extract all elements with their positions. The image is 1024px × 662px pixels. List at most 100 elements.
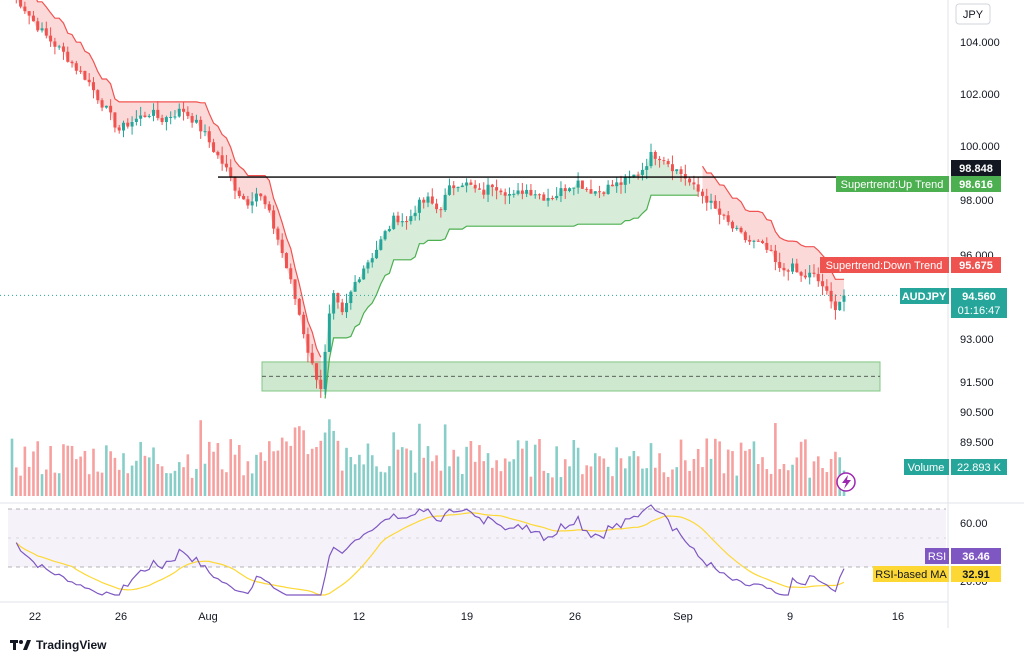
candle-body bbox=[216, 151, 220, 156]
candle-body bbox=[709, 200, 713, 203]
candle-body bbox=[499, 190, 503, 193]
volume-bar bbox=[816, 456, 820, 496]
volume-bar bbox=[87, 474, 91, 496]
volume-bar bbox=[799, 441, 803, 496]
volume-bar bbox=[263, 460, 267, 496]
candle-body bbox=[366, 262, 370, 269]
candle-body bbox=[164, 117, 168, 123]
candle-body bbox=[242, 195, 246, 200]
volume-bar bbox=[452, 449, 456, 496]
rsi-lines bbox=[15, 504, 845, 596]
volume-bar bbox=[23, 446, 27, 496]
candle-body bbox=[143, 115, 147, 117]
volume-bar bbox=[370, 455, 374, 496]
volume-bar bbox=[688, 470, 691, 496]
candle-body bbox=[495, 187, 499, 191]
lightning-icon[interactable] bbox=[836, 472, 856, 492]
volume-bar bbox=[229, 439, 233, 496]
volume-bar bbox=[529, 476, 533, 496]
volume-bars bbox=[10, 419, 846, 496]
candle-body bbox=[336, 293, 340, 303]
candle-body bbox=[439, 209, 443, 211]
time-axis[interactable]: 22 26 Aug 12 19 26 Sep 9 16 bbox=[29, 611, 904, 623]
rsi-ma-value: 32.91 bbox=[962, 569, 990, 581]
volume-bar bbox=[122, 453, 125, 496]
volume-bar bbox=[623, 468, 627, 496]
candle-body bbox=[516, 190, 520, 194]
volume-bar bbox=[92, 448, 95, 496]
candle-body bbox=[263, 196, 267, 205]
volume-bar bbox=[66, 445, 70, 496]
candle-body bbox=[533, 194, 537, 196]
volume-bar bbox=[705, 438, 709, 496]
rsi-value: 36.46 bbox=[962, 551, 990, 563]
candle-body bbox=[739, 227, 743, 233]
candle-body bbox=[280, 239, 284, 254]
candle-body bbox=[104, 105, 108, 108]
candle-body bbox=[430, 196, 434, 204]
volume-bar bbox=[731, 451, 734, 496]
candle-body bbox=[130, 121, 134, 127]
volume-bar bbox=[645, 468, 649, 496]
candle-body bbox=[520, 190, 524, 194]
volume-bar bbox=[769, 473, 773, 496]
candle-body bbox=[507, 194, 511, 196]
candlesticks bbox=[15, 0, 846, 398]
candle-body bbox=[91, 82, 95, 91]
candle-body bbox=[692, 182, 696, 185]
candle-body bbox=[96, 90, 100, 101]
candle-body bbox=[306, 334, 310, 353]
countdown: 01:16:47 bbox=[958, 305, 1001, 317]
volume-tag: Volume 22.893 K bbox=[904, 459, 1007, 475]
candle-body bbox=[752, 240, 756, 242]
volume-bar bbox=[602, 458, 606, 496]
candle-body bbox=[147, 115, 151, 117]
candle-body bbox=[383, 231, 387, 240]
candle-body bbox=[756, 240, 760, 242]
volume-bar bbox=[10, 438, 14, 496]
volume-bar bbox=[482, 461, 486, 496]
volume-bar bbox=[611, 476, 614, 496]
tradingview-logo[interactable]: TradingView bbox=[10, 638, 106, 652]
volume-bar bbox=[572, 439, 576, 496]
supertrend-fill bbox=[17, 0, 321, 389]
volume-bar bbox=[177, 462, 181, 496]
volume-bar bbox=[362, 464, 365, 496]
volume-bar bbox=[152, 447, 155, 496]
candle-body bbox=[19, 0, 23, 7]
currency-box[interactable] bbox=[955, 3, 991, 25]
candle-body bbox=[632, 174, 636, 177]
candle-body bbox=[233, 177, 237, 191]
candle-body bbox=[246, 199, 250, 206]
candle-body bbox=[203, 131, 207, 133]
supertrend-down-label: Supertrend:Down Trend bbox=[826, 260, 943, 272]
volume-bar bbox=[765, 469, 769, 496]
candle-body bbox=[134, 118, 138, 122]
candle-body bbox=[310, 352, 314, 364]
volume-bar bbox=[641, 468, 644, 496]
candle-body bbox=[683, 174, 687, 179]
candle-body bbox=[323, 351, 327, 390]
volume-bar bbox=[439, 470, 443, 496]
volume-bar bbox=[696, 448, 700, 496]
candle-body bbox=[177, 108, 181, 117]
price-axis[interactable]: 104.000102.000100.00098.00096.00093.0009… bbox=[960, 37, 1000, 449]
candle-body bbox=[477, 188, 481, 190]
volume-bar bbox=[319, 440, 323, 496]
candle-body bbox=[319, 379, 323, 390]
candle-body bbox=[688, 178, 692, 183]
candle-body bbox=[276, 228, 280, 240]
volume-bar bbox=[126, 473, 130, 496]
volume-bar bbox=[75, 459, 78, 496]
volume-bar bbox=[825, 472, 829, 496]
candle-body bbox=[387, 228, 391, 232]
volume-bar bbox=[349, 457, 353, 496]
candle-body bbox=[666, 160, 670, 165]
volume-bar bbox=[358, 454, 361, 496]
candle-body bbox=[550, 197, 554, 199]
candle-body bbox=[576, 180, 580, 188]
volume-bar bbox=[27, 466, 31, 496]
rsi-ma-label: RSI-based MA bbox=[875, 569, 947, 581]
volume-bar bbox=[242, 475, 245, 496]
